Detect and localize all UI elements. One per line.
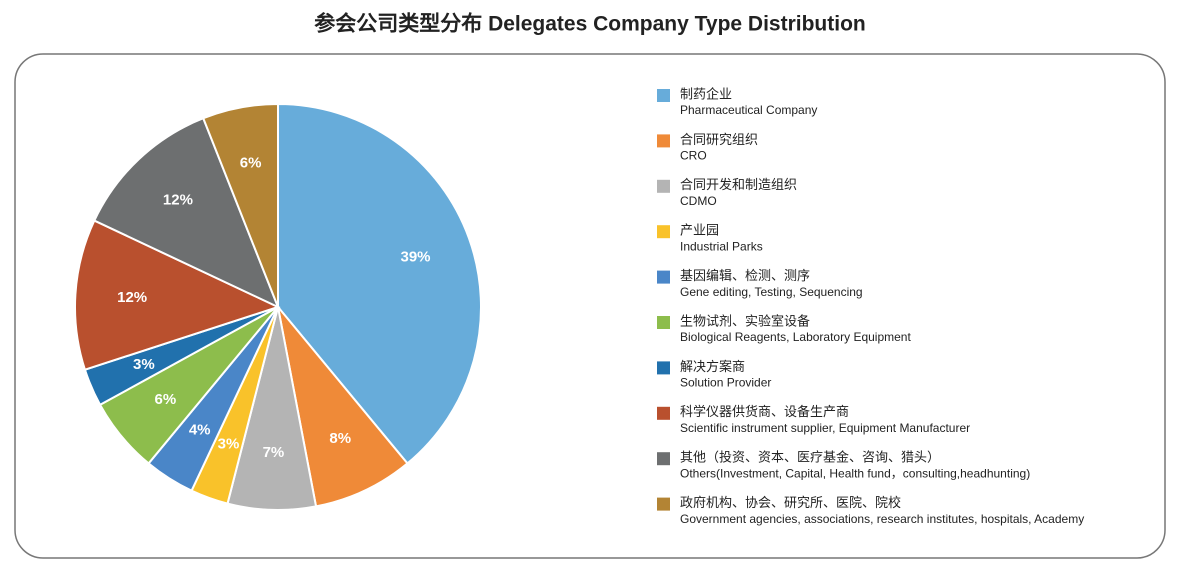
legend-swatch bbox=[657, 89, 670, 102]
pie-slice bbox=[92, 116, 280, 309]
legend-swatch bbox=[657, 497, 670, 511]
legend-label: 合同研究组织 bbox=[680, 132, 758, 147]
legend-swatch bbox=[657, 225, 670, 239]
legend-swatch bbox=[657, 452, 670, 466]
legend-label: 合同开发和制造组织 bbox=[680, 177, 797, 192]
legend-label-en: Gene editing, Testing, Sequencing bbox=[680, 285, 863, 299]
legend-label: 政府机构、协会、研究所、医院、院校 bbox=[680, 495, 901, 510]
slice-label: 7% bbox=[263, 444, 285, 461]
legend-label-en: CRO bbox=[680, 149, 707, 163]
legend-label-en: Industrial Parks bbox=[680, 239, 763, 253]
slice-label: 4% bbox=[189, 421, 211, 438]
legend-label-en: Scientific instrument supplier, Equipmen… bbox=[680, 421, 970, 435]
slice-label: 39% bbox=[401, 248, 431, 265]
legend-swatch bbox=[657, 361, 670, 375]
legend-label: 其他（投资、资本、医疗基金、咨询、猎头） bbox=[680, 450, 940, 465]
legend-label: 制药企业 bbox=[680, 86, 732, 101]
legend-swatch bbox=[657, 134, 670, 148]
pie-slice bbox=[277, 102, 482, 465]
legend-label-en: Government agencies, associations, resea… bbox=[680, 512, 1084, 526]
slice-label: 8% bbox=[329, 430, 351, 447]
legend-label: 生物试剂、实验室设备 bbox=[680, 313, 810, 328]
legend-label-en: CDMO bbox=[680, 194, 717, 208]
slice-label: 12% bbox=[163, 191, 193, 208]
slice-label: 6% bbox=[155, 391, 177, 408]
legend-swatch bbox=[657, 270, 670, 284]
pie-slice bbox=[74, 219, 281, 371]
legend-label: 解决方案商 bbox=[680, 359, 745, 374]
legend-swatch bbox=[657, 316, 670, 329]
legend-label-en: Biological Reagents, Laboratory Equipmen… bbox=[680, 330, 911, 344]
slice-label: 3% bbox=[218, 435, 240, 452]
legend-label: 产业园 bbox=[680, 223, 719, 238]
legend-label: 基因编辑、检测、测序 bbox=[680, 268, 810, 283]
legend-swatch bbox=[657, 406, 670, 420]
pie-slice bbox=[201, 102, 279, 308]
slice-label: 12% bbox=[117, 289, 147, 306]
legend-swatch bbox=[657, 179, 670, 193]
pie-slice bbox=[277, 306, 409, 508]
legend-label-en: Others(Investment, Capital, Health fund，… bbox=[680, 466, 1030, 480]
chart-title: 参会公司类型分布 Delegates Company Type Distribu… bbox=[314, 12, 866, 36]
legend-label-en: Pharmaceutical Company bbox=[680, 103, 817, 117]
legend-label: 科学仪器供货商、设备生产商 bbox=[680, 404, 849, 419]
slice-label: 6% bbox=[240, 154, 262, 171]
slice-label: 3% bbox=[133, 356, 155, 373]
legend-label-en: Solution Provider bbox=[680, 376, 771, 390]
